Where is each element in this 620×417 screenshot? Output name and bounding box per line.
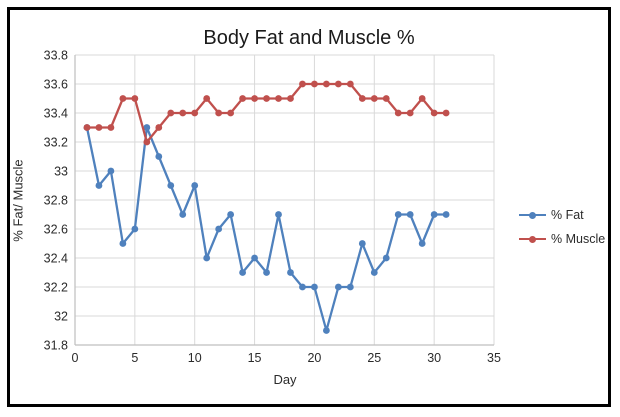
fat-data-point bbox=[179, 211, 187, 218]
fat-data-point bbox=[227, 211, 235, 218]
muscle-data-point bbox=[131, 95, 139, 102]
muscle-data-point bbox=[275, 95, 282, 102]
fat-data-point bbox=[239, 269, 247, 276]
fat-legend-dot bbox=[529, 211, 536, 219]
fat-series-marker-icon bbox=[519, 211, 546, 219]
x-tick-label: 25 bbox=[367, 351, 381, 365]
fat-data-point bbox=[394, 211, 402, 218]
y-tick-label: 31.8 bbox=[44, 339, 68, 353]
muscle-data-point bbox=[107, 124, 115, 131]
muscle-data-point bbox=[430, 109, 438, 117]
muscle-data-point bbox=[382, 95, 390, 102]
muscle-data-point bbox=[155, 124, 163, 131]
y-tick-label: 32.4 bbox=[44, 252, 68, 266]
fat-data-point bbox=[107, 167, 115, 175]
fat-data-point bbox=[155, 153, 163, 160]
muscle-data-point bbox=[167, 109, 175, 117]
muscle-data-point bbox=[143, 138, 151, 146]
fat-data-point bbox=[346, 283, 354, 291]
muscle-data-point bbox=[239, 95, 247, 102]
fat-data-point bbox=[334, 283, 342, 291]
muscle-data-point bbox=[215, 109, 223, 117]
muscle-data-point bbox=[346, 80, 354, 88]
muscle-series-marker-icon bbox=[519, 235, 546, 243]
legend: % Fat % Muscle bbox=[519, 203, 605, 251]
fat-data-point bbox=[323, 327, 330, 334]
x-axis-title: Day bbox=[273, 372, 297, 387]
muscle-data-point bbox=[227, 109, 235, 117]
muscle-legend-dot bbox=[529, 235, 536, 243]
y-tick-label: 33.4 bbox=[44, 107, 68, 121]
muscle-data-point bbox=[95, 124, 103, 131]
y-tick-label: 33.6 bbox=[44, 78, 68, 92]
y-tick-label: 32.2 bbox=[44, 281, 68, 295]
fat-data-point bbox=[382, 254, 390, 262]
fat-data-point bbox=[418, 240, 426, 247]
y-tick-label: 32 bbox=[54, 310, 68, 324]
x-tick-label: 35 bbox=[487, 351, 501, 365]
fat-data-point bbox=[191, 182, 199, 189]
muscle-data-point bbox=[311, 80, 318, 88]
fat-data-point bbox=[430, 211, 438, 218]
muscle-data-point bbox=[418, 95, 426, 102]
y-tick-label: 32.8 bbox=[44, 194, 68, 208]
legend-label-fat: % Fat bbox=[551, 208, 584, 222]
muscle-data-point bbox=[179, 109, 187, 117]
fat-data-point bbox=[442, 211, 450, 218]
x-tick-label: 20 bbox=[307, 351, 321, 365]
fat-data-point bbox=[203, 254, 211, 262]
fat-data-point bbox=[119, 240, 127, 247]
muscle-data-point bbox=[299, 80, 306, 88]
x-tick-label: 15 bbox=[248, 351, 262, 365]
muscle-data-point bbox=[323, 80, 330, 88]
muscle-data-point bbox=[358, 95, 366, 102]
fat-data-point bbox=[406, 211, 414, 218]
x-tick-label: 30 bbox=[427, 351, 441, 365]
chart-title: Body Fat and Muscle % bbox=[203, 27, 415, 49]
fat-data-point bbox=[358, 240, 366, 247]
fat-data-point bbox=[167, 182, 175, 189]
legend-item-fat: % Fat bbox=[519, 203, 605, 227]
y-tick-label: 33 bbox=[54, 165, 68, 179]
fat-data-point bbox=[251, 254, 258, 262]
fat-data-point bbox=[131, 225, 139, 233]
chart-frame: Body Fat and Muscle % bbox=[7, 7, 611, 407]
muscle-data-point bbox=[119, 95, 127, 102]
fat-data-point bbox=[263, 269, 270, 276]
fat-data-point bbox=[275, 211, 282, 218]
legend-item-muscle: % Muscle bbox=[519, 227, 605, 251]
muscle-data-point bbox=[394, 109, 402, 117]
muscle-data-point bbox=[203, 95, 211, 102]
muscle-data-point bbox=[251, 95, 258, 102]
muscle-data-point bbox=[370, 95, 378, 102]
legend-label-muscle: % Muscle bbox=[551, 232, 606, 246]
y-tick-label: 32.6 bbox=[44, 223, 68, 237]
muscle-data-point bbox=[334, 80, 342, 88]
x-tick-label: 10 bbox=[188, 351, 202, 365]
muscle-data-point bbox=[83, 124, 91, 131]
fat-data-point bbox=[215, 225, 223, 233]
fat-data-point bbox=[311, 283, 318, 291]
y-tick-label: 33.8 bbox=[44, 49, 68, 63]
muscle-data-point bbox=[191, 109, 199, 117]
fat-data-point bbox=[287, 269, 294, 276]
muscle-data-point bbox=[263, 95, 270, 102]
x-tick-label: 5 bbox=[131, 351, 138, 365]
y-tick-label: 33.2 bbox=[44, 136, 68, 150]
muscle-data-point bbox=[406, 109, 414, 117]
fat-data-point bbox=[143, 124, 151, 131]
muscle-data-point bbox=[287, 95, 294, 102]
fat-data-point bbox=[370, 269, 378, 276]
x-tick-label: 0 bbox=[72, 351, 79, 365]
fat-data-point bbox=[299, 283, 306, 291]
fat-data-point bbox=[95, 182, 103, 189]
muscle-data-point bbox=[442, 109, 450, 117]
